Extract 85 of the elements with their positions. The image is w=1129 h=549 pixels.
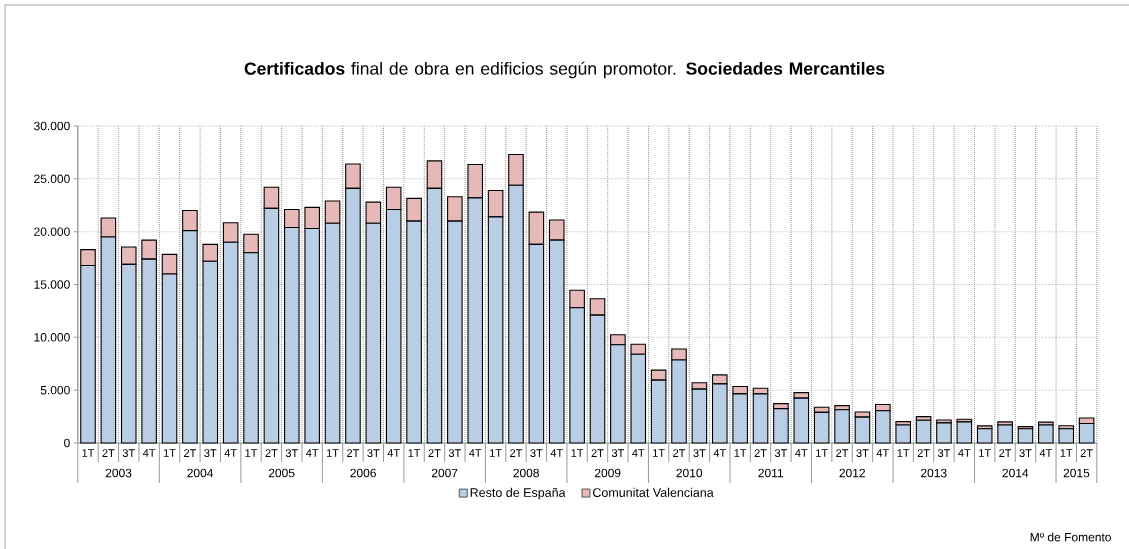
- text: 2013: [921, 468, 947, 478]
- text: 2003: [105, 468, 132, 478]
- x-tick-label: 3T: [367, 449, 380, 457]
- x-tick-label: 4T: [306, 449, 319, 457]
- x-tick-label: 2T: [428, 449, 441, 457]
- x-tick-label: 1T: [653, 449, 665, 457]
- x-tick-label: 2T: [999, 449, 1012, 457]
- x-tick-label: 3T: [1019, 449, 1032, 457]
- bar: [1058, 428, 1075, 444]
- x-tick-label: 2T: [917, 449, 930, 457]
- chart-title: Certificados final de obra en edificios según promotor. Sociedades Mercantiles: [244, 61, 885, 79]
- x-tick-label: 2T: [1080, 449, 1093, 457]
- text: 2004: [187, 468, 214, 478]
- x-tick-label: 1T: [816, 449, 828, 457]
- x-tick-label: 2T: [347, 449, 360, 457]
- x-tick-label: 4T: [550, 449, 563, 457]
- y-tick-label: 25.000: [34, 174, 70, 184]
- text: 2014: [1002, 468, 1029, 478]
- x-tick-label: 4T: [876, 449, 889, 457]
- x-tick-label: 4T: [1039, 449, 1053, 457]
- legend-label: Resto de España: [470, 487, 566, 500]
- x-tick-label: 2T: [754, 449, 767, 457]
- x-tick-label: 4T: [142, 449, 156, 457]
- y-tick-label: 5.000: [40, 385, 70, 395]
- y-tick-label: 10.000: [34, 333, 70, 342]
- x-tick-label: 3T: [448, 449, 461, 457]
- text: 2015: [1063, 468, 1090, 478]
- bar: [936, 422, 952, 444]
- bar: [895, 424, 911, 444]
- x-tick-label: 2T: [265, 449, 278, 457]
- x-tick-label: 3T: [774, 449, 788, 457]
- x-tick-label: 3T: [611, 449, 625, 457]
- text: 2008: [513, 468, 539, 478]
- text: Mº de Fomento: [1030, 532, 1111, 542]
- text: 2011: [758, 468, 784, 478]
- x-tick-label: 4T: [469, 449, 482, 457]
- x-tick-label: 3T: [937, 449, 951, 457]
- x-tick-label: 2T: [102, 449, 115, 457]
- x-tick-label: 4T: [795, 449, 808, 457]
- bar: [956, 421, 973, 444]
- x-tick-label: 3T: [693, 449, 706, 457]
- x-tick-label: 1T: [245, 449, 258, 457]
- bar: [997, 424, 1013, 444]
- x-tick-label: 3T: [856, 449, 869, 457]
- x-tick-label: 1T: [163, 449, 176, 457]
- x-tick-label: 1T: [490, 449, 502, 457]
- text: 2009: [594, 468, 621, 478]
- y-tick-label: 30.000: [34, 121, 70, 131]
- x-tick-label: 2T: [184, 449, 197, 457]
- y-tick-label: 20.000: [34, 227, 70, 236]
- x-tick-label: 2T: [673, 449, 686, 457]
- x-tick-label: 2T: [836, 449, 849, 457]
- bar: [1038, 424, 1054, 444]
- bar: [976, 428, 993, 444]
- legend-label: Comunitat Valenciana: [593, 487, 714, 497]
- text: 2010: [676, 468, 703, 478]
- x-tick-label: 4T: [387, 449, 400, 457]
- x-tick-label: 1T: [897, 449, 910, 457]
- x-tick-label: 4T: [224, 449, 237, 457]
- x-tick-label: 2T: [591, 449, 604, 457]
- x-tick-label: 1T: [734, 449, 747, 457]
- x-tick-label: 1T: [408, 449, 421, 457]
- x-tick-label: 2T: [510, 449, 523, 457]
- x-tick-label: 3T: [204, 449, 217, 457]
- text: 2012: [839, 468, 865, 478]
- y-tick-label: 0: [64, 438, 70, 448]
- text: 2007: [431, 468, 458, 478]
- x-tick-label: 1T: [82, 449, 95, 457]
- x-tick-label: 4T: [958, 449, 971, 457]
- bar: [834, 409, 850, 444]
- x-tick-label: 1T: [979, 449, 991, 457]
- bar: [915, 419, 932, 444]
- x-tick-label: 3T: [285, 449, 298, 457]
- x-tick-label: 4T: [632, 449, 645, 457]
- x-tick-label: 3T: [530, 449, 543, 457]
- x-tick-label: 1T: [571, 449, 584, 457]
- x-tick-label: 4T: [713, 449, 726, 457]
- x-tick-label: 1T: [326, 449, 339, 457]
- text: 2005: [268, 468, 295, 478]
- text: 2006: [350, 468, 376, 478]
- y-tick-label: 15.000: [34, 280, 70, 289]
- bar: [813, 411, 830, 444]
- x-tick-label: 3T: [122, 449, 135, 457]
- bar: [1017, 428, 1034, 444]
- x-tick-label: 1T: [1060, 449, 1073, 457]
